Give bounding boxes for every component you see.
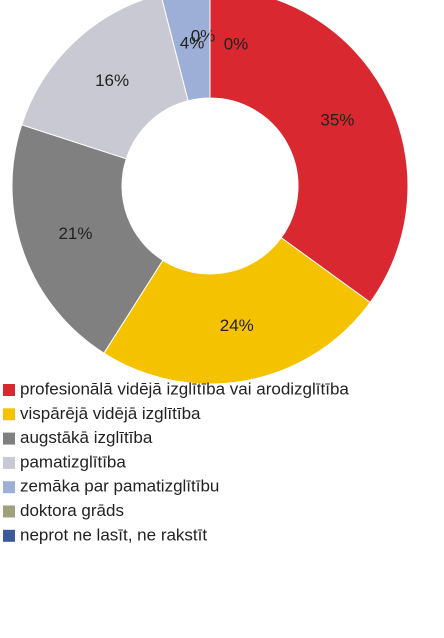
donut-slice [11, 124, 164, 354]
legend-swatch [3, 384, 15, 396]
slice-label: 21% [58, 224, 92, 243]
slice-label: 16% [95, 71, 129, 90]
legend-swatch [3, 481, 15, 494]
legend-swatch [3, 408, 15, 421]
legend-label: vispārējā vidējā izglītība [20, 404, 201, 423]
slice-label: 35% [320, 111, 354, 130]
legend-label: zemāka par pamatizglītību [20, 477, 219, 496]
legend-label: doktora grāds [20, 501, 124, 520]
slice-label: 4% [180, 34, 205, 53]
slice-label: 0% [191, 26, 216, 45]
legend-label: pamatizglītība [20, 452, 126, 471]
legend-label: profesionālā vidējā izglītība vai arodiz… [20, 379, 349, 398]
legend-swatch [3, 505, 15, 518]
legend-label: augstākā izglītība [20, 428, 153, 447]
donut-slice [21, 0, 189, 160]
legend-label: neprot ne lasīt, ne rakstīt [20, 525, 207, 544]
slice-label: 0% [224, 34, 249, 53]
legend-swatch [3, 456, 15, 469]
slice-label: 24% [220, 316, 254, 335]
legend-swatch [3, 529, 15, 542]
legend-swatch [3, 432, 15, 445]
donut-slice [103, 237, 371, 385]
donut-slice [209, 0, 409, 304]
